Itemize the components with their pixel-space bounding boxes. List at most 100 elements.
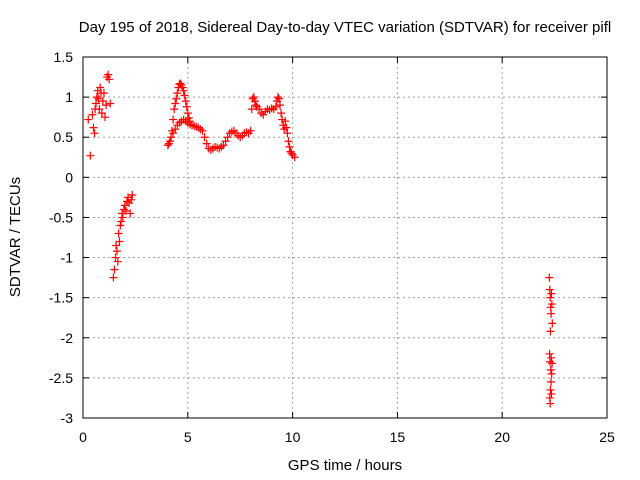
data-point [257, 109, 266, 118]
y-tick-label: -0.5 [49, 209, 73, 225]
data-point [104, 70, 113, 79]
data-point [227, 127, 236, 136]
y-tick-label: -1.5 [49, 290, 73, 306]
data-point [547, 289, 556, 298]
x-axis-label: GPS time / hours [288, 457, 402, 474]
x-tick-label: 5 [184, 429, 192, 445]
data-point [282, 123, 291, 132]
data-point [165, 137, 174, 146]
data-point [84, 115, 93, 124]
data-point [545, 349, 554, 358]
data-point [112, 247, 121, 256]
data-point [285, 142, 294, 151]
data-point [128, 190, 137, 199]
data-point [121, 207, 130, 216]
y-tick-label: -2 [61, 330, 74, 346]
y-tick-label: 0.5 [54, 129, 74, 145]
data-point [273, 93, 282, 102]
x-tick-label: 10 [285, 429, 301, 445]
data-point [547, 369, 556, 378]
grid [83, 57, 607, 418]
data-point [118, 213, 127, 222]
data-point [94, 94, 103, 103]
data-point [127, 195, 136, 204]
x-tick-label: 20 [494, 429, 510, 445]
y-tick-label: -2.5 [49, 370, 73, 386]
data-point [271, 102, 280, 111]
data-point [115, 237, 124, 246]
data-point [546, 365, 555, 374]
data-point [120, 201, 129, 210]
data-point [545, 357, 554, 366]
data-point [545, 273, 554, 282]
data-point [89, 123, 98, 132]
data-point [547, 309, 556, 318]
data-point [126, 209, 135, 218]
data-point [547, 300, 556, 309]
data-point [198, 126, 207, 135]
data-point [172, 94, 181, 103]
data-point [281, 117, 290, 126]
data-point [169, 115, 178, 124]
data-point [548, 319, 557, 328]
data-point [180, 91, 189, 100]
data-point [547, 389, 556, 398]
data-point [97, 109, 106, 118]
data-point [547, 353, 556, 362]
data-point [113, 257, 122, 266]
data-point [98, 97, 107, 106]
plot-frame [82, 56, 608, 419]
x-tick-label: 25 [599, 429, 615, 445]
tick-labels: 0 5 10 15 20 25 -3 -2.5 -2 -1.5 -1 -0.5 0 0.5 1 1.5 [49, 49, 615, 445]
data-point [202, 139, 211, 148]
data-point [223, 133, 232, 142]
data-point [283, 129, 292, 138]
data-point [249, 93, 258, 102]
chart-title: Day 195 of 2018, Sidereal Day-to-day VTE… [79, 19, 611, 36]
data-point [548, 359, 557, 368]
data-point [109, 273, 118, 282]
data-point [221, 137, 230, 146]
data-point [123, 197, 132, 206]
data-point [163, 141, 172, 150]
data-point [117, 217, 126, 226]
data-point [255, 105, 264, 114]
data-point [91, 99, 100, 108]
data-point [99, 89, 108, 98]
data-point [546, 399, 555, 408]
data-point [546, 327, 555, 336]
data-point [290, 153, 299, 162]
data-point [88, 110, 97, 119]
y-axis-label: SDTVAR / TECUs [7, 177, 24, 297]
data-point [171, 99, 180, 108]
data-point [179, 86, 188, 95]
data-point [170, 105, 179, 114]
data-point [276, 101, 285, 110]
data-point [182, 102, 191, 111]
data-point [96, 83, 105, 92]
data-point [200, 133, 209, 142]
data-point [183, 109, 192, 118]
data-point [106, 99, 115, 108]
data-point [546, 385, 555, 394]
data-point [545, 285, 554, 294]
data-point [250, 97, 259, 106]
ticks [82, 56, 608, 419]
y-tick-label: 1.5 [54, 49, 74, 65]
data-point [287, 149, 296, 158]
data-point [92, 93, 101, 102]
data-point [90, 129, 99, 138]
data-point [111, 253, 120, 262]
data-point [284, 137, 293, 146]
data-point [246, 126, 255, 135]
data-point [101, 113, 110, 122]
y-tick-label: 0 [65, 169, 73, 185]
x-tick-label: 15 [390, 429, 406, 445]
y-tick-label: 1 [65, 89, 73, 105]
data-point [274, 94, 283, 103]
data-point [547, 377, 556, 386]
data-point [236, 133, 245, 142]
x-tick-label: 0 [79, 429, 87, 445]
data-point [105, 75, 114, 84]
